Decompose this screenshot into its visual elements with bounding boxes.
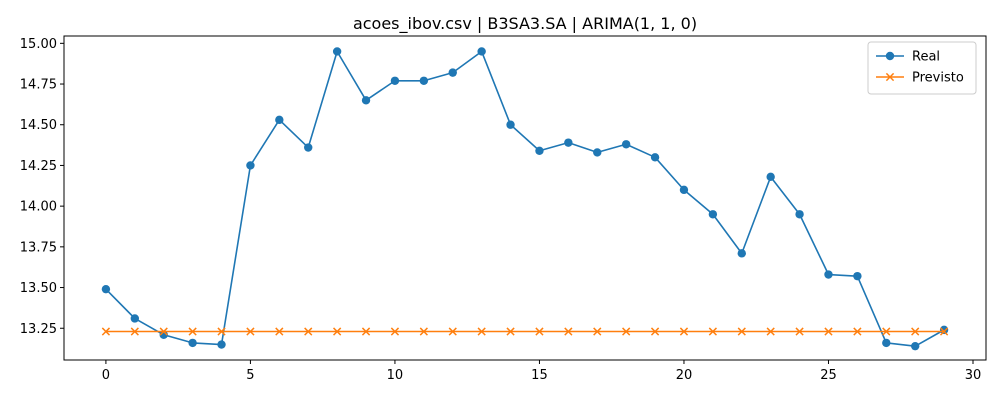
plot-area [63,35,987,361]
x-tick-label: 15 [531,368,548,383]
data-point [159,327,168,336]
data-point [737,327,746,336]
series-real [101,47,949,351]
data-point [622,327,631,336]
data-point [130,327,139,336]
data-point [217,340,226,349]
data-point [882,327,891,336]
data-point [910,341,920,351]
data-point [824,270,833,279]
data-point [448,327,457,336]
data-point [506,327,515,336]
y-tick-label: 13.75 [20,240,57,255]
data-point [361,96,371,105]
legend-marker [885,72,895,82]
x-tick-label: 20 [676,368,693,383]
legend-item-previsto: Previsto [876,71,964,86]
data-point [448,68,457,77]
x-tick-label: 10 [387,368,404,383]
data-point [419,76,429,85]
chart-title: acoes_ibov.csv | B3SA3.SA | ARIMA(1, 1, … [353,14,697,34]
data-point [564,327,573,336]
data-point [593,327,602,336]
data-point [766,172,775,182]
y-tick-label: 15.00 [20,37,57,52]
data-point [332,47,342,56]
data-point [101,284,111,294]
data-point [593,148,602,157]
data-point [737,249,746,258]
data-point [275,115,284,125]
data-point [275,327,284,336]
data-point [650,327,660,336]
y-tick-label: 13.50 [20,281,57,296]
y-tick-label: 14.25 [20,159,57,174]
x-tick-label: 5 [246,368,254,383]
data-point [795,210,804,219]
data-point [130,314,140,323]
data-point [390,327,400,336]
data-point [853,327,862,336]
data-point [304,327,313,336]
y-tick-label: 14.00 [20,200,57,215]
data-point [246,327,255,336]
data-point [361,327,371,336]
data-point [911,327,920,336]
legend-item-real: Real [876,50,940,65]
data-point [188,327,197,336]
data-point [506,120,515,129]
series-layer [101,47,949,351]
data-point [708,327,717,336]
axes-frame [63,35,987,361]
y-tick-label: 14.75 [20,78,57,93]
data-point [708,210,718,219]
y-tick-label: 13.25 [20,322,57,337]
data-point [246,161,255,170]
data-point [939,327,949,336]
data-point [679,327,689,336]
data-point [853,271,862,281]
data-point [621,140,631,149]
x-tick-label: 0 [102,368,110,383]
data-point [535,327,544,336]
data-point [535,146,544,155]
data-point [419,327,428,336]
x-axis: 0 5 10 15 20 25 30 [102,360,981,383]
data-point [679,185,689,195]
data-point [188,338,197,348]
data-point [795,327,804,336]
data-point [882,338,891,348]
data-point [333,327,342,336]
series-previsto [101,327,949,336]
legend-label: Real [912,50,940,65]
data-point [650,153,660,162]
legend: Real Previsto [867,41,977,95]
data-point [217,327,226,336]
x-tick-label: 30 [965,368,982,383]
data-point [101,327,111,336]
data-point [939,325,949,335]
legend-label: Previsto [912,71,964,86]
data-point [477,327,486,336]
y-tick-label: 14.50 [20,118,57,133]
data-point [564,138,573,147]
x-tick-label: 25 [820,368,837,383]
data-point [824,327,833,336]
data-point [390,76,400,85]
data-point [766,327,775,336]
legend-marker [885,51,895,61]
data-point [304,143,313,152]
y-axis: 13.25 13.50 13.75 14.00 14.25 14.50 14.75 15.00 [20,37,64,337]
data-point [477,47,486,56]
legend-box [867,41,977,95]
series-line-real [105,50,945,347]
